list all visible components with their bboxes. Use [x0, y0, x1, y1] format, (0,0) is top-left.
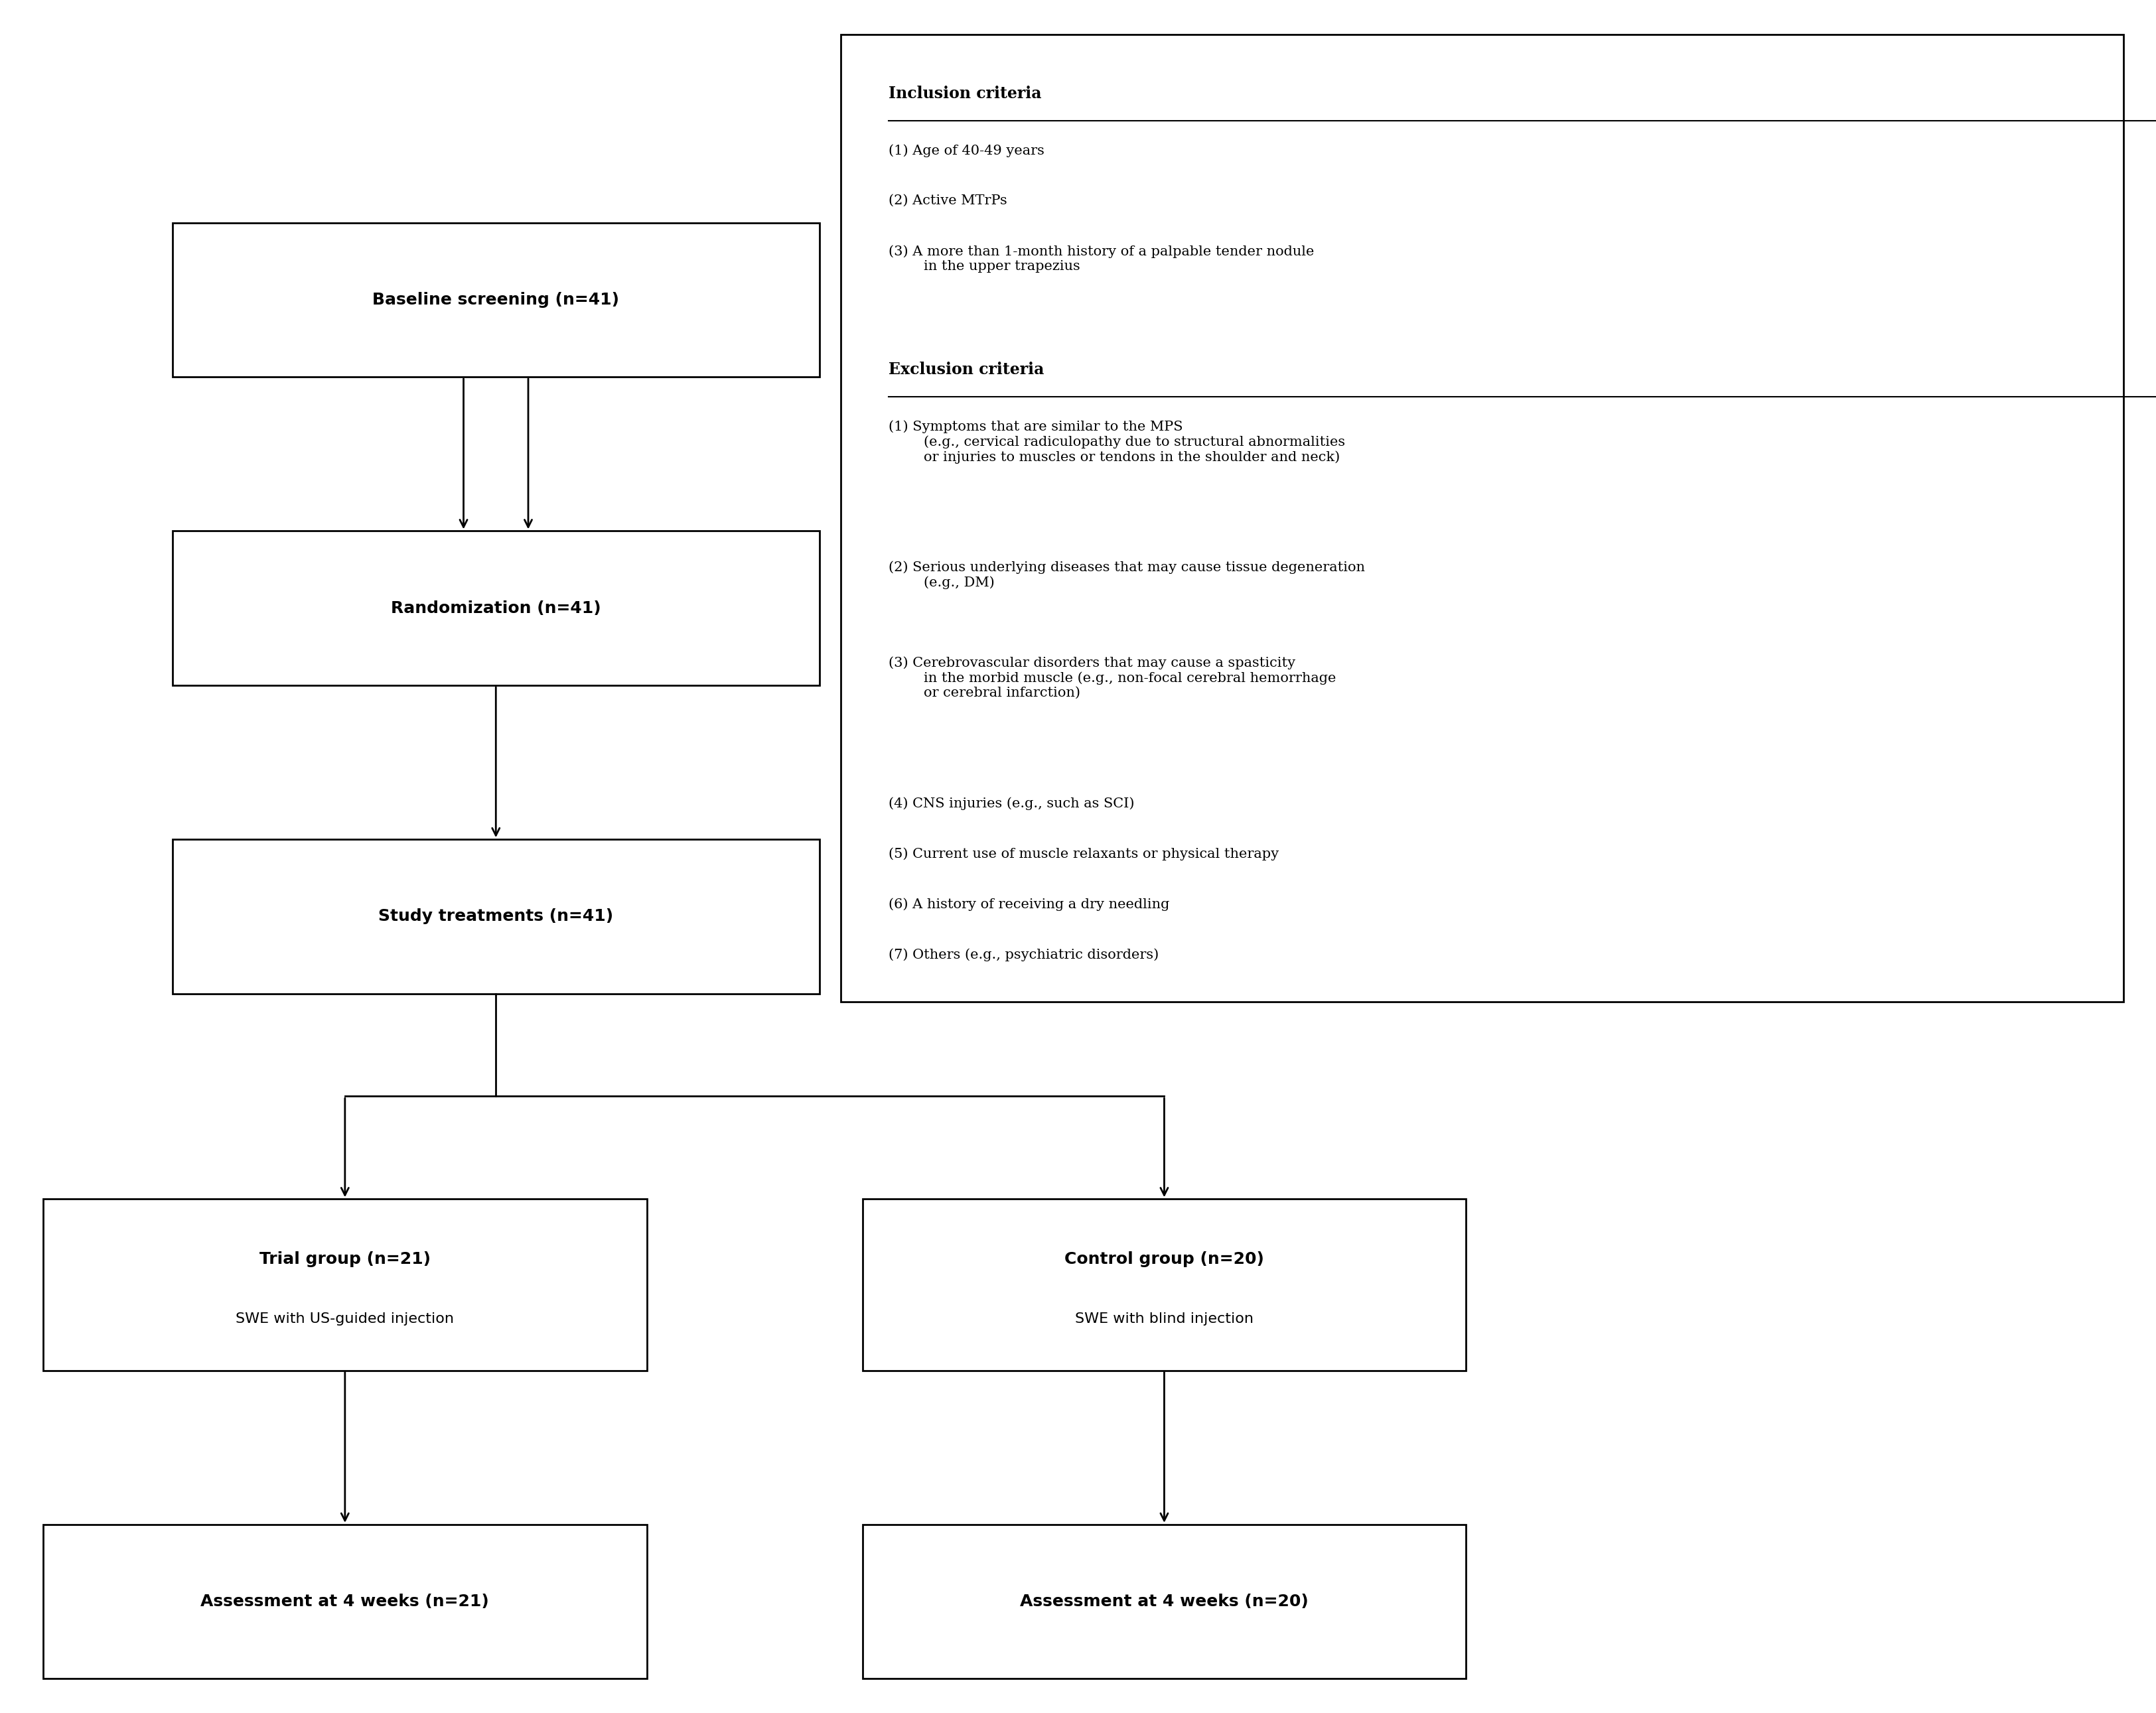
Text: Exclusion criteria: Exclusion criteria	[888, 361, 1044, 377]
Text: SWE with blind injection: SWE with blind injection	[1076, 1312, 1253, 1326]
Text: Study treatments (n=41): Study treatments (n=41)	[379, 908, 612, 925]
Text: (6) A history of receiving a dry needling: (6) A history of receiving a dry needlin…	[888, 898, 1169, 911]
Text: (2) Active MTrPs: (2) Active MTrPs	[888, 195, 1007, 207]
FancyBboxPatch shape	[43, 1525, 647, 1679]
Text: Assessment at 4 weeks (n=20): Assessment at 4 weeks (n=20)	[1020, 1593, 1309, 1610]
FancyBboxPatch shape	[862, 1199, 1466, 1370]
Text: Inclusion criteria: Inclusion criteria	[888, 86, 1041, 101]
Text: Control group (n=20): Control group (n=20)	[1065, 1250, 1263, 1268]
Text: (1) Age of 40-49 years: (1) Age of 40-49 years	[888, 144, 1044, 158]
FancyBboxPatch shape	[841, 34, 2124, 1002]
FancyBboxPatch shape	[172, 531, 819, 685]
Text: Trial group (n=21): Trial group (n=21)	[259, 1250, 431, 1268]
Text: (1) Symptoms that are similar to the MPS
        (e.g., cervical radiculopathy d: (1) Symptoms that are similar to the MPS…	[888, 420, 1345, 464]
FancyBboxPatch shape	[43, 1199, 647, 1370]
Text: (3) A more than 1-month history of a palpable tender nodule
        in the upper: (3) A more than 1-month history of a pal…	[888, 245, 1313, 272]
Text: Assessment at 4 weeks (n=21): Assessment at 4 weeks (n=21)	[201, 1593, 489, 1610]
Text: Baseline screening (n=41): Baseline screening (n=41)	[373, 291, 619, 308]
Text: Randomization (n=41): Randomization (n=41)	[390, 600, 602, 617]
FancyBboxPatch shape	[172, 223, 819, 377]
Text: (7) Others (e.g., psychiatric disorders): (7) Others (e.g., psychiatric disorders)	[888, 949, 1158, 961]
Text: (3) Cerebrovascular disorders that may cause a spasticity
        in the morbid : (3) Cerebrovascular disorders that may c…	[888, 656, 1337, 699]
FancyBboxPatch shape	[172, 839, 819, 994]
Text: (4) CNS injuries (e.g., such as SCI): (4) CNS injuries (e.g., such as SCI)	[888, 797, 1134, 810]
FancyBboxPatch shape	[862, 1525, 1466, 1679]
Text: (2) Serious underlying diseases that may cause tissue degeneration
        (e.g.: (2) Serious underlying diseases that may…	[888, 560, 1365, 589]
Text: (5) Current use of muscle relaxants or physical therapy: (5) Current use of muscle relaxants or p…	[888, 848, 1279, 860]
Text: SWE with US-guided injection: SWE with US-guided injection	[235, 1312, 455, 1326]
